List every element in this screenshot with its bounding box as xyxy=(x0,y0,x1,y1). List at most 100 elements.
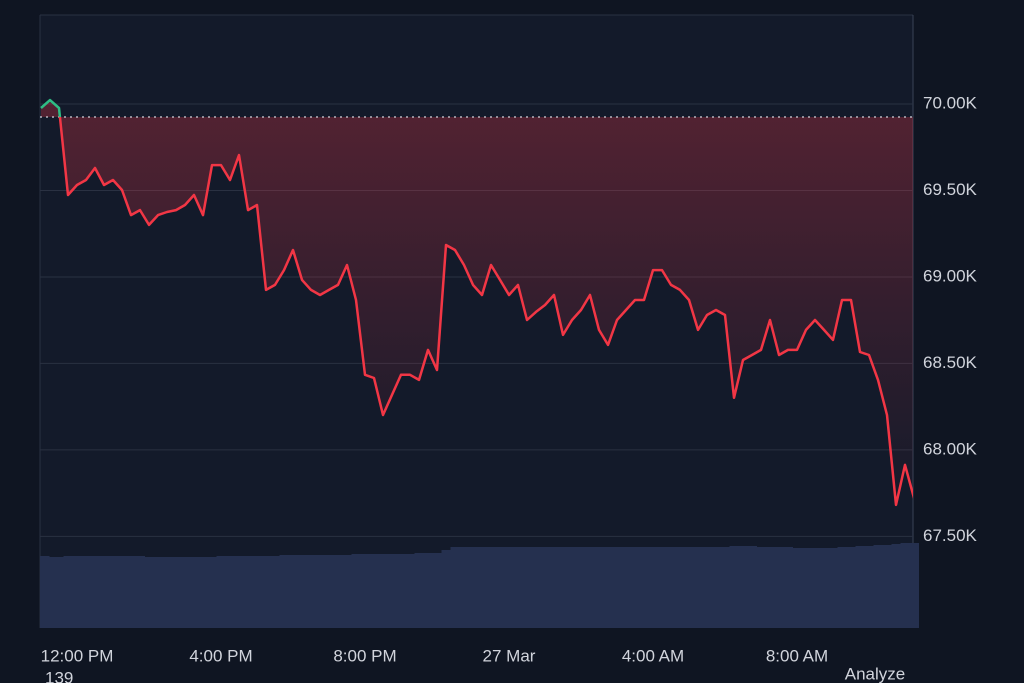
x-tick-label: 8:00 PM xyxy=(333,646,396,665)
volume-bar xyxy=(558,547,568,628)
volume-bar xyxy=(756,547,766,628)
volume-bar xyxy=(747,546,757,628)
volume-bar xyxy=(63,556,73,628)
y-tick-label: 69.50K xyxy=(923,180,978,199)
volume-bar xyxy=(261,556,271,628)
volume-bar xyxy=(567,547,577,628)
volume-bar xyxy=(243,556,253,628)
volume-bar xyxy=(783,547,793,628)
volume-bar xyxy=(774,547,784,628)
volume-bar xyxy=(729,546,739,628)
volume-bar xyxy=(423,553,433,628)
volume-bar xyxy=(738,546,748,628)
volume-bar xyxy=(45,557,55,628)
volume-bar xyxy=(405,554,415,628)
volume-bar xyxy=(135,556,145,628)
volume-bar xyxy=(576,547,586,628)
volume-bar xyxy=(837,547,847,628)
price-line xyxy=(40,98,913,507)
volume-bar xyxy=(522,547,532,628)
volume xyxy=(40,543,919,628)
volume-bar xyxy=(702,547,712,628)
volume-bar xyxy=(40,556,50,628)
y-tick-label: 70.00K xyxy=(923,94,978,113)
volume-bar xyxy=(288,555,298,628)
volume-bar xyxy=(882,545,892,628)
volume-bar xyxy=(621,547,631,628)
volume-bar xyxy=(153,557,163,628)
volume-bar xyxy=(54,557,64,628)
volume-bar xyxy=(612,547,622,628)
volume-bar xyxy=(396,554,406,628)
volume-bar xyxy=(846,547,856,628)
volume-bar xyxy=(171,557,181,628)
volume-bar xyxy=(477,547,487,628)
volume-bar xyxy=(486,547,496,628)
volume-bar xyxy=(306,555,316,628)
volume-bar xyxy=(693,547,703,628)
volume-bar xyxy=(198,557,208,628)
volume-bar xyxy=(810,548,820,628)
volume-bar xyxy=(279,555,289,628)
volume-bar xyxy=(711,547,721,628)
y-tick-label: 68.50K xyxy=(923,353,978,372)
volume-bar xyxy=(333,555,343,628)
y-tick-label: 67.50K xyxy=(923,526,978,545)
volume-bar xyxy=(126,556,136,628)
volume-bar xyxy=(90,556,100,628)
volume-bar xyxy=(162,557,172,628)
volume-bar xyxy=(630,547,640,628)
volume-bar xyxy=(351,554,361,628)
volume-bar xyxy=(855,546,865,628)
volume-bar xyxy=(801,548,811,628)
volume-bar xyxy=(99,556,109,628)
x-tick-label: 8:00 AM xyxy=(766,646,828,665)
volume-bar xyxy=(225,556,235,628)
volume-bar xyxy=(207,557,217,628)
volume-bar xyxy=(459,547,469,628)
labels: 67.50K 68.00K 68.50K 69.00K 69.50K 70.00K 12:0… xyxy=(41,94,978,666)
footer-text: 139 xyxy=(45,668,73,683)
volume-bar xyxy=(765,547,775,628)
volume-bar xyxy=(864,546,874,628)
volume-bar xyxy=(540,547,550,628)
volume-bar xyxy=(297,555,307,628)
volume-bar xyxy=(585,547,595,628)
volume-bar xyxy=(684,547,694,628)
x-tick-label: 4:00 AM xyxy=(622,646,684,665)
volume-bar xyxy=(504,547,514,628)
volume-bar xyxy=(216,556,226,628)
volume-bar xyxy=(900,543,910,628)
volume-bar xyxy=(369,554,379,628)
volume-bar xyxy=(792,548,802,628)
volume-bar xyxy=(378,554,388,628)
x-tick-label: 4:00 PM xyxy=(189,646,252,665)
volume-bar xyxy=(828,548,838,628)
volume-bar xyxy=(549,547,559,628)
area xyxy=(41,100,913,505)
volume-bar xyxy=(531,547,541,628)
volume-bar xyxy=(81,556,91,628)
volume-bar xyxy=(72,556,82,628)
volume-bar xyxy=(270,556,280,628)
volume-bar xyxy=(468,547,478,628)
volume-bar xyxy=(387,554,397,628)
volume-bar xyxy=(324,555,334,628)
volume-bar xyxy=(189,557,199,628)
area xyxy=(41,100,913,505)
volume-bar xyxy=(657,547,667,628)
analyze-button[interactable]: Analyze xyxy=(845,664,905,683)
x-tick-label: 12:00 PM xyxy=(41,646,114,665)
volume-bar xyxy=(360,554,370,628)
volume-bar xyxy=(891,544,901,628)
volume-bar xyxy=(675,547,685,628)
volume-bar xyxy=(909,543,919,628)
y-tick-label: 68.00K xyxy=(923,439,978,458)
volume-bar xyxy=(180,557,190,628)
volume-bar xyxy=(441,550,451,628)
volume-bar xyxy=(108,556,118,628)
volume-bar xyxy=(144,557,154,628)
volume-bar xyxy=(432,553,442,628)
volume-bar xyxy=(117,556,127,628)
